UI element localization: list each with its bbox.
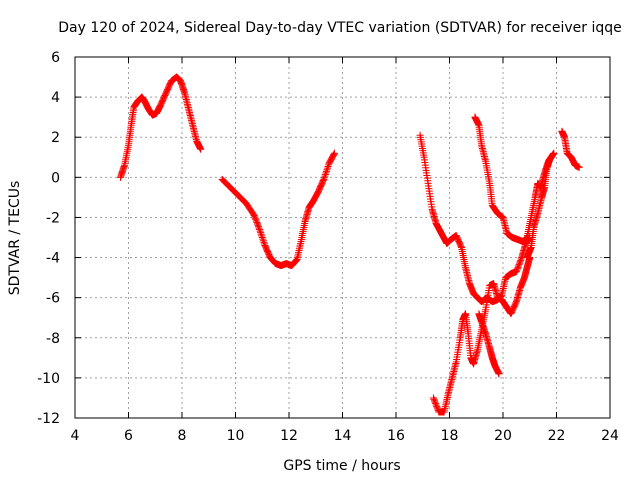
data-point: [330, 149, 338, 157]
x-tick-label: 24: [601, 428, 619, 444]
y-tick-label: -8: [46, 331, 60, 347]
data-point: [257, 229, 265, 237]
y-tick-label: 4: [51, 90, 60, 106]
y-tick-label: -12: [37, 411, 60, 427]
x-tick-label: 12: [280, 428, 298, 444]
y-tick-label: -4: [46, 251, 60, 267]
series-arc-6: [475, 310, 503, 378]
series-arc-2: [218, 149, 338, 270]
y-tick-label: 6: [51, 50, 60, 66]
data-point: [324, 164, 332, 172]
series-arc-4: [429, 254, 534, 416]
data-point: [322, 167, 330, 175]
y-tick-label: -6: [46, 291, 60, 307]
data-point: [330, 150, 338, 158]
data-point: [321, 172, 329, 180]
x-tick-label: 6: [124, 428, 133, 444]
x-tick-labels: 4 6 8 10 12 14 16 18 20 22 24: [71, 428, 619, 444]
data-point: [256, 225, 264, 233]
series-arc-3: [416, 131, 534, 306]
chart-title: Day 120 of 2024, Sidereal Day-to-day VTE…: [58, 20, 622, 36]
axis-ticks: [74, 56, 611, 419]
data-point: [257, 230, 265, 238]
data-point: [323, 166, 331, 174]
y-tick-labels: -12 -10 -8 -6 -4 -2 0 2 4 6: [37, 50, 60, 427]
data-point: [197, 145, 205, 153]
data-point: [324, 163, 332, 171]
series-arc-7: [523, 155, 554, 262]
data-point: [457, 242, 465, 250]
data-point: [255, 224, 263, 232]
data-point: [321, 171, 329, 179]
x-tick-label: 16: [387, 428, 405, 444]
x-tick-label: 20: [494, 428, 512, 444]
series-arc-1: [116, 73, 205, 181]
x-tick-label: 14: [334, 428, 352, 444]
data-point: [320, 174, 328, 182]
y-tick-label: 0: [51, 170, 60, 186]
data-point: [258, 232, 266, 240]
data-point: [322, 169, 330, 177]
data-point: [546, 155, 554, 163]
data-point: [291, 257, 299, 265]
x-tick-label: 4: [71, 428, 80, 444]
y-tick-label: -10: [37, 371, 60, 387]
data-point: [258, 234, 266, 241]
data-point: [260, 238, 268, 246]
x-tick-label: 18: [441, 428, 459, 444]
y-axis-label: SDTVAR / TECUs: [7, 181, 23, 296]
y-tick-label: -2: [46, 210, 60, 226]
x-tick-label: 10: [227, 428, 245, 444]
data-point: [292, 257, 300, 265]
x-axis-label: GPS time / hours: [283, 458, 400, 474]
data-point: [259, 237, 267, 245]
data-point: [320, 175, 328, 183]
data-point: [550, 149, 558, 157]
series-arc-8: [558, 127, 583, 171]
data-point: [495, 370, 503, 378]
y-tick-label: 2: [51, 130, 60, 146]
data-marks: [116, 73, 583, 416]
data-point: [259, 235, 267, 243]
x-tick-label: 8: [178, 428, 187, 444]
data-point: [575, 163, 583, 171]
data-point: [256, 227, 264, 235]
x-tick-label: 22: [548, 428, 566, 444]
